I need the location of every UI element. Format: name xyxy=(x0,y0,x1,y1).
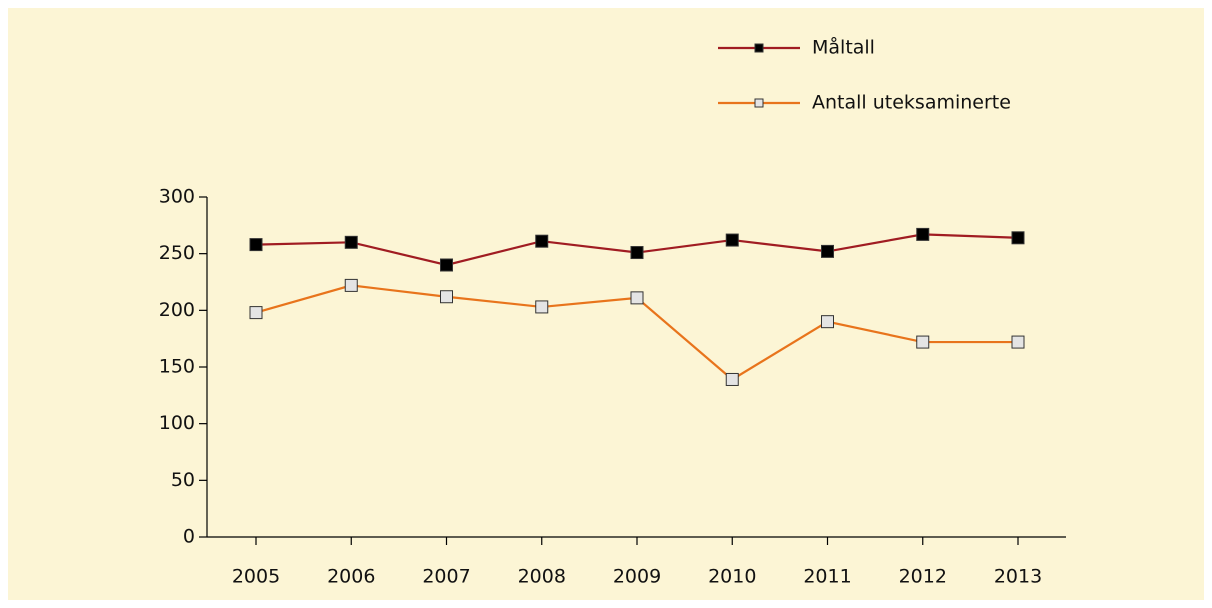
x-tick-label: 2013 xyxy=(994,566,1042,588)
x-tick-label: 2005 xyxy=(232,566,280,588)
x-tick-label: 2011 xyxy=(803,566,851,588)
point-marker xyxy=(725,372,739,386)
point-marker xyxy=(630,291,644,305)
legend-label: Antall uteksaminerte xyxy=(812,92,1011,114)
y-tick-label: 100 xyxy=(159,412,195,434)
point-marker xyxy=(1011,335,1025,349)
point-marker xyxy=(535,300,549,314)
legend-marker xyxy=(754,98,764,108)
point-marker xyxy=(440,258,453,272)
point-marker xyxy=(249,238,263,252)
point-marker xyxy=(1011,231,1025,245)
x-tick-label: 2006 xyxy=(327,566,375,588)
point-marker xyxy=(821,315,834,329)
point-marker xyxy=(916,335,930,349)
y-tick-label: 200 xyxy=(159,299,195,321)
y-tick-label: 300 xyxy=(159,186,195,208)
x-tick-label: 2008 xyxy=(518,566,566,588)
point-marker xyxy=(535,234,549,248)
point-marker xyxy=(249,306,263,320)
x-tick-label: 2012 xyxy=(899,566,947,588)
y-tick-label: 0 xyxy=(183,526,195,548)
y-tick-label: 250 xyxy=(159,242,195,264)
point-marker xyxy=(916,227,930,241)
x-tick-label: 2010 xyxy=(708,566,756,588)
x-tick-label: 2009 xyxy=(613,566,661,588)
point-marker xyxy=(344,235,358,249)
point-marker xyxy=(725,233,739,247)
legend-marker xyxy=(754,43,764,53)
point-marker xyxy=(630,246,644,260)
point-marker xyxy=(440,290,453,304)
y-tick-label: 50 xyxy=(171,469,195,491)
legend-label: Måltall xyxy=(812,36,875,59)
point-marker xyxy=(821,244,834,258)
point-marker xyxy=(344,278,358,292)
y-tick-label: 150 xyxy=(159,356,195,378)
x-tick-label: 2007 xyxy=(422,566,470,588)
